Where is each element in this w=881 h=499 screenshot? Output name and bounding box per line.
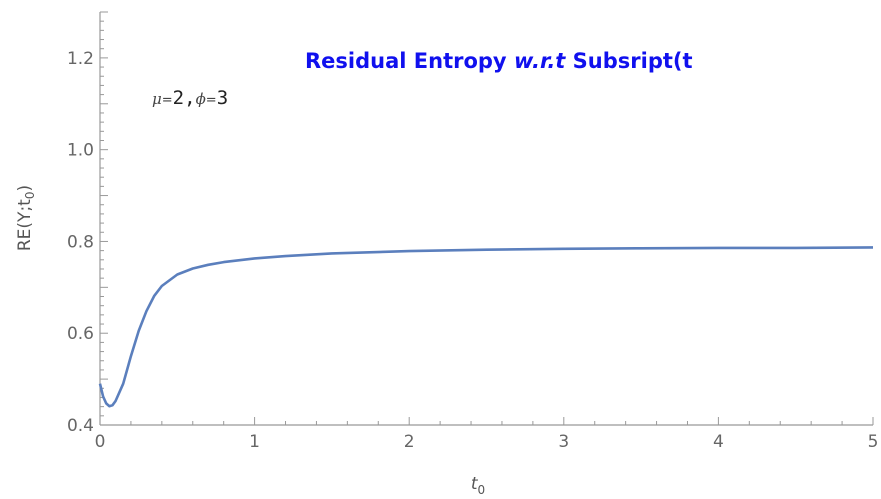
axes: [99, 12, 873, 426]
y-tick-label: 1.2: [67, 49, 94, 69]
series: [98, 246, 874, 408]
x-tick-label: 5: [868, 432, 879, 452]
series-line: [98, 246, 874, 408]
x-tick-label: 4: [713, 432, 724, 452]
x-tick-label: 1: [249, 432, 260, 452]
x-tick-label: 0: [95, 432, 106, 452]
x-tick-label: 2: [404, 432, 415, 452]
chart-title: Residual Entropy w.r.t Subsript(t: [305, 49, 693, 73]
parameter-annotation: μ=2,ϕ=3: [152, 87, 228, 109]
ticks: 0 1 2 3 4 5 0.4 0.6 0.8 1.0 1.2: [67, 11, 879, 452]
x-tick-label: 3: [558, 432, 569, 452]
y-tick-label: 0.4: [67, 416, 94, 436]
y-tick-label: 0.8: [67, 232, 94, 252]
y-tick-label: 0.6: [67, 324, 94, 344]
y-axis-label: RE(Y;t0): [15, 185, 37, 251]
y-tick-label: 1.0: [67, 141, 94, 161]
x-axis-label: t0: [471, 474, 485, 497]
